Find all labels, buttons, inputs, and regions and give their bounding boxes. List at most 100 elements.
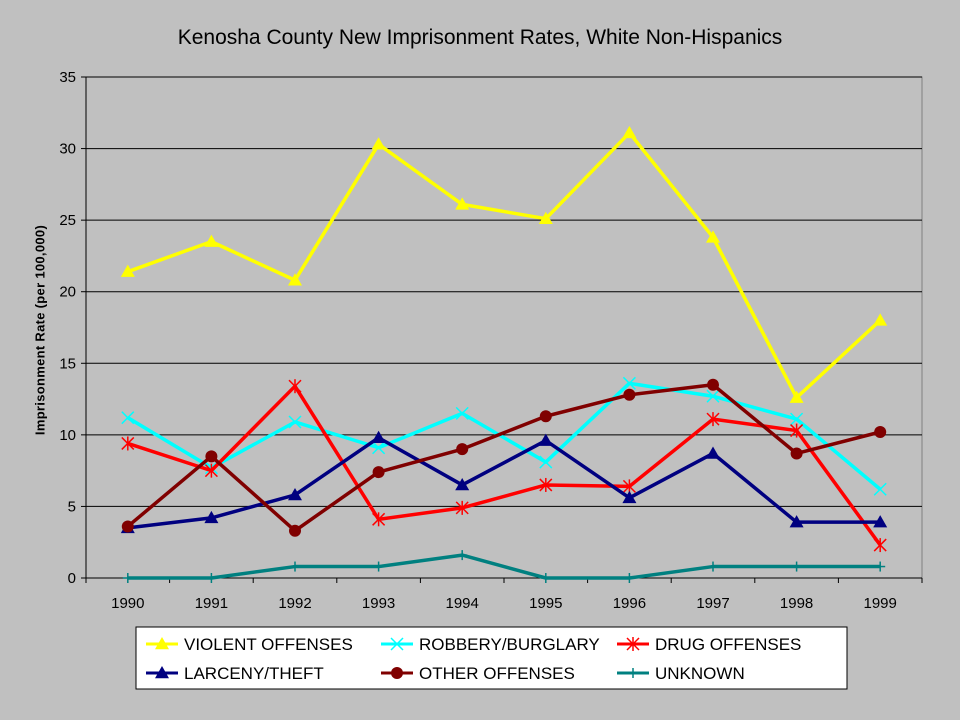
data-point: [121, 520, 134, 533]
data-point: [622, 376, 636, 390]
marker-stroke: [455, 406, 469, 420]
data-point: [875, 561, 886, 572]
data-point: [371, 430, 386, 443]
data-point: [288, 487, 302, 501]
data-point: [623, 388, 636, 401]
data-point: [539, 477, 553, 492]
marker-stroke: [873, 482, 887, 496]
series-larceny-theft: [120, 430, 888, 534]
data-point: [288, 379, 302, 394]
x-tick-label: 1994: [446, 595, 479, 612]
y-tick-label: 30: [59, 141, 76, 158]
data-point: [790, 423, 804, 438]
data-point: [289, 524, 301, 537]
y-tick-label: 0: [68, 570, 76, 587]
data-point: [538, 211, 553, 224]
data-point: [873, 538, 887, 553]
data-point: [455, 477, 470, 491]
data-point: [120, 264, 135, 277]
data-point: [455, 500, 469, 515]
data-point: [206, 573, 217, 583]
x-tick-label: 1990: [111, 595, 144, 612]
legend-item: LARCENY/THEFT: [146, 664, 324, 683]
marker-stroke: [790, 412, 804, 426]
data-point: [372, 466, 385, 479]
data-point: [288, 415, 302, 429]
data-point: [204, 463, 218, 478]
data-point: [204, 234, 219, 247]
data-point: [708, 561, 718, 572]
series-line: [127, 435, 881, 530]
y-tick-label: 25: [59, 212, 76, 229]
data-point: [791, 561, 802, 572]
data-point: [204, 510, 219, 524]
legend-item: UNKNOWN: [617, 664, 745, 683]
data-point: [873, 313, 888, 326]
legend-marker: [390, 637, 404, 651]
x-tick-label: 1993: [362, 595, 395, 612]
data-point: [455, 406, 469, 420]
series-other-offenses: [121, 378, 887, 537]
marker-stroke: [121, 411, 135, 425]
data-point: [122, 573, 133, 583]
data-point: [205, 450, 218, 463]
data-point: [288, 273, 302, 286]
plot-area: [85, 76, 923, 579]
legend-item: ROBBERY/BURGLARY: [381, 635, 600, 654]
series-line: [126, 381, 882, 491]
legend-label: OTHER OFFENSES: [419, 664, 575, 683]
legend-marker: [391, 667, 403, 679]
data-point: [706, 230, 720, 243]
x-tick-label: 1999: [864, 595, 897, 612]
legend-item: VIOLENT OFFENSES: [146, 635, 353, 654]
marker-stroke: [539, 455, 553, 469]
legend-marker: [628, 668, 638, 678]
data-point: [539, 455, 553, 469]
marker-stroke: [706, 389, 720, 403]
x-tick-label: 1992: [278, 595, 311, 612]
y-tick-label: 15: [59, 355, 76, 372]
data-point: [372, 441, 386, 455]
data-point: [790, 447, 803, 460]
data-point: [622, 125, 637, 139]
x-tick-label: 1991: [195, 595, 228, 612]
chart-title: Kenosha County New Imprisonment Rates, W…: [177, 26, 783, 49]
data-point: [624, 573, 635, 583]
x-tick-label: 1995: [529, 595, 562, 612]
data-point: [456, 443, 469, 456]
data-point: [706, 389, 720, 403]
data-point: [373, 561, 384, 572]
data-point: [707, 378, 719, 391]
legend-item: DRUG OFFENSES: [617, 635, 801, 654]
legend-label: LARCENY/THEFT: [184, 664, 324, 683]
series-robbery-burglary: [121, 376, 887, 496]
legend-marker: [155, 637, 169, 650]
data-point: [873, 515, 888, 528]
data-point: [789, 390, 804, 403]
y-tick-label: 10: [59, 427, 76, 444]
data-point: [121, 436, 135, 451]
legend-label: ROBBERY/BURGLARY: [419, 635, 600, 654]
data-point: [540, 573, 551, 583]
series-unknown: [122, 550, 886, 583]
x-tick-label: 1998: [780, 595, 813, 612]
data-point: [538, 433, 553, 446]
data-point: [790, 412, 804, 426]
legend-marker: [155, 666, 169, 679]
y-tick-label: 20: [59, 284, 76, 301]
data-point: [372, 512, 386, 527]
legend-item: OTHER OFFENSES: [381, 664, 575, 683]
legend-label: VIOLENT OFFENSES: [184, 635, 353, 654]
y-tick-label: 35: [59, 69, 76, 86]
data-point: [290, 561, 300, 572]
series-line: [127, 553, 881, 580]
data-point: [455, 197, 470, 210]
series-line: [126, 383, 881, 533]
x-tick-label: 1996: [613, 595, 646, 612]
legend-box: [135, 626, 848, 690]
data-point: [706, 412, 720, 427]
series-violent-offenses: [120, 125, 888, 403]
data-point: [457, 550, 468, 561]
legend-marker: [626, 637, 640, 651]
